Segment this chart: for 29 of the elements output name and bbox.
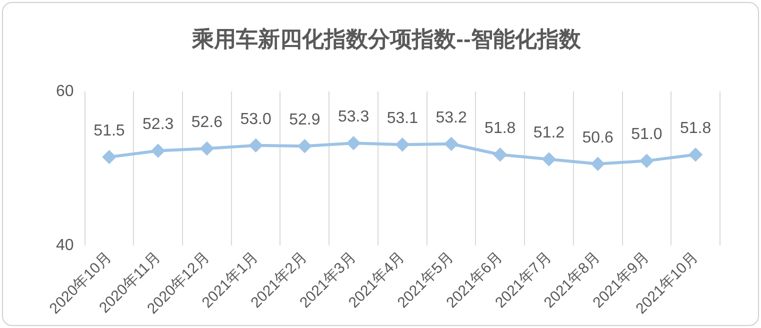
point — [542, 152, 556, 166]
point — [347, 136, 360, 150]
data-label: 52.6 — [191, 114, 223, 131]
y-tick-label: 60 — [56, 82, 74, 100]
y-tick-label: 40 — [56, 237, 74, 254]
data-label: 50.6 — [582, 129, 614, 146]
data-label: 51.8 — [484, 120, 516, 138]
point — [444, 137, 458, 150]
point — [591, 157, 604, 170]
data-label: 51.0 — [631, 126, 662, 144]
point — [298, 140, 312, 153]
point — [152, 144, 165, 158]
point — [102, 150, 116, 164]
data-label: 51.8 — [680, 120, 712, 138]
point — [640, 154, 654, 168]
chart-title: 乘用车新四化指数分项指数--智能化指数 — [191, 26, 582, 52]
data-label: 53.0 — [240, 110, 272, 128]
data-label: 51.2 — [533, 124, 565, 142]
data-label: 52.3 — [142, 116, 174, 134]
data-label: 53.2 — [436, 109, 467, 126]
data-label: 51.5 — [94, 122, 125, 140]
point — [200, 142, 214, 155]
data-label: 52.9 — [289, 112, 320, 129]
data-label: 53.3 — [338, 108, 370, 126]
point — [689, 148, 702, 162]
data-label: 53.1 — [386, 110, 418, 128]
point — [396, 138, 409, 152]
point — [249, 138, 262, 152]
point — [494, 148, 507, 162]
